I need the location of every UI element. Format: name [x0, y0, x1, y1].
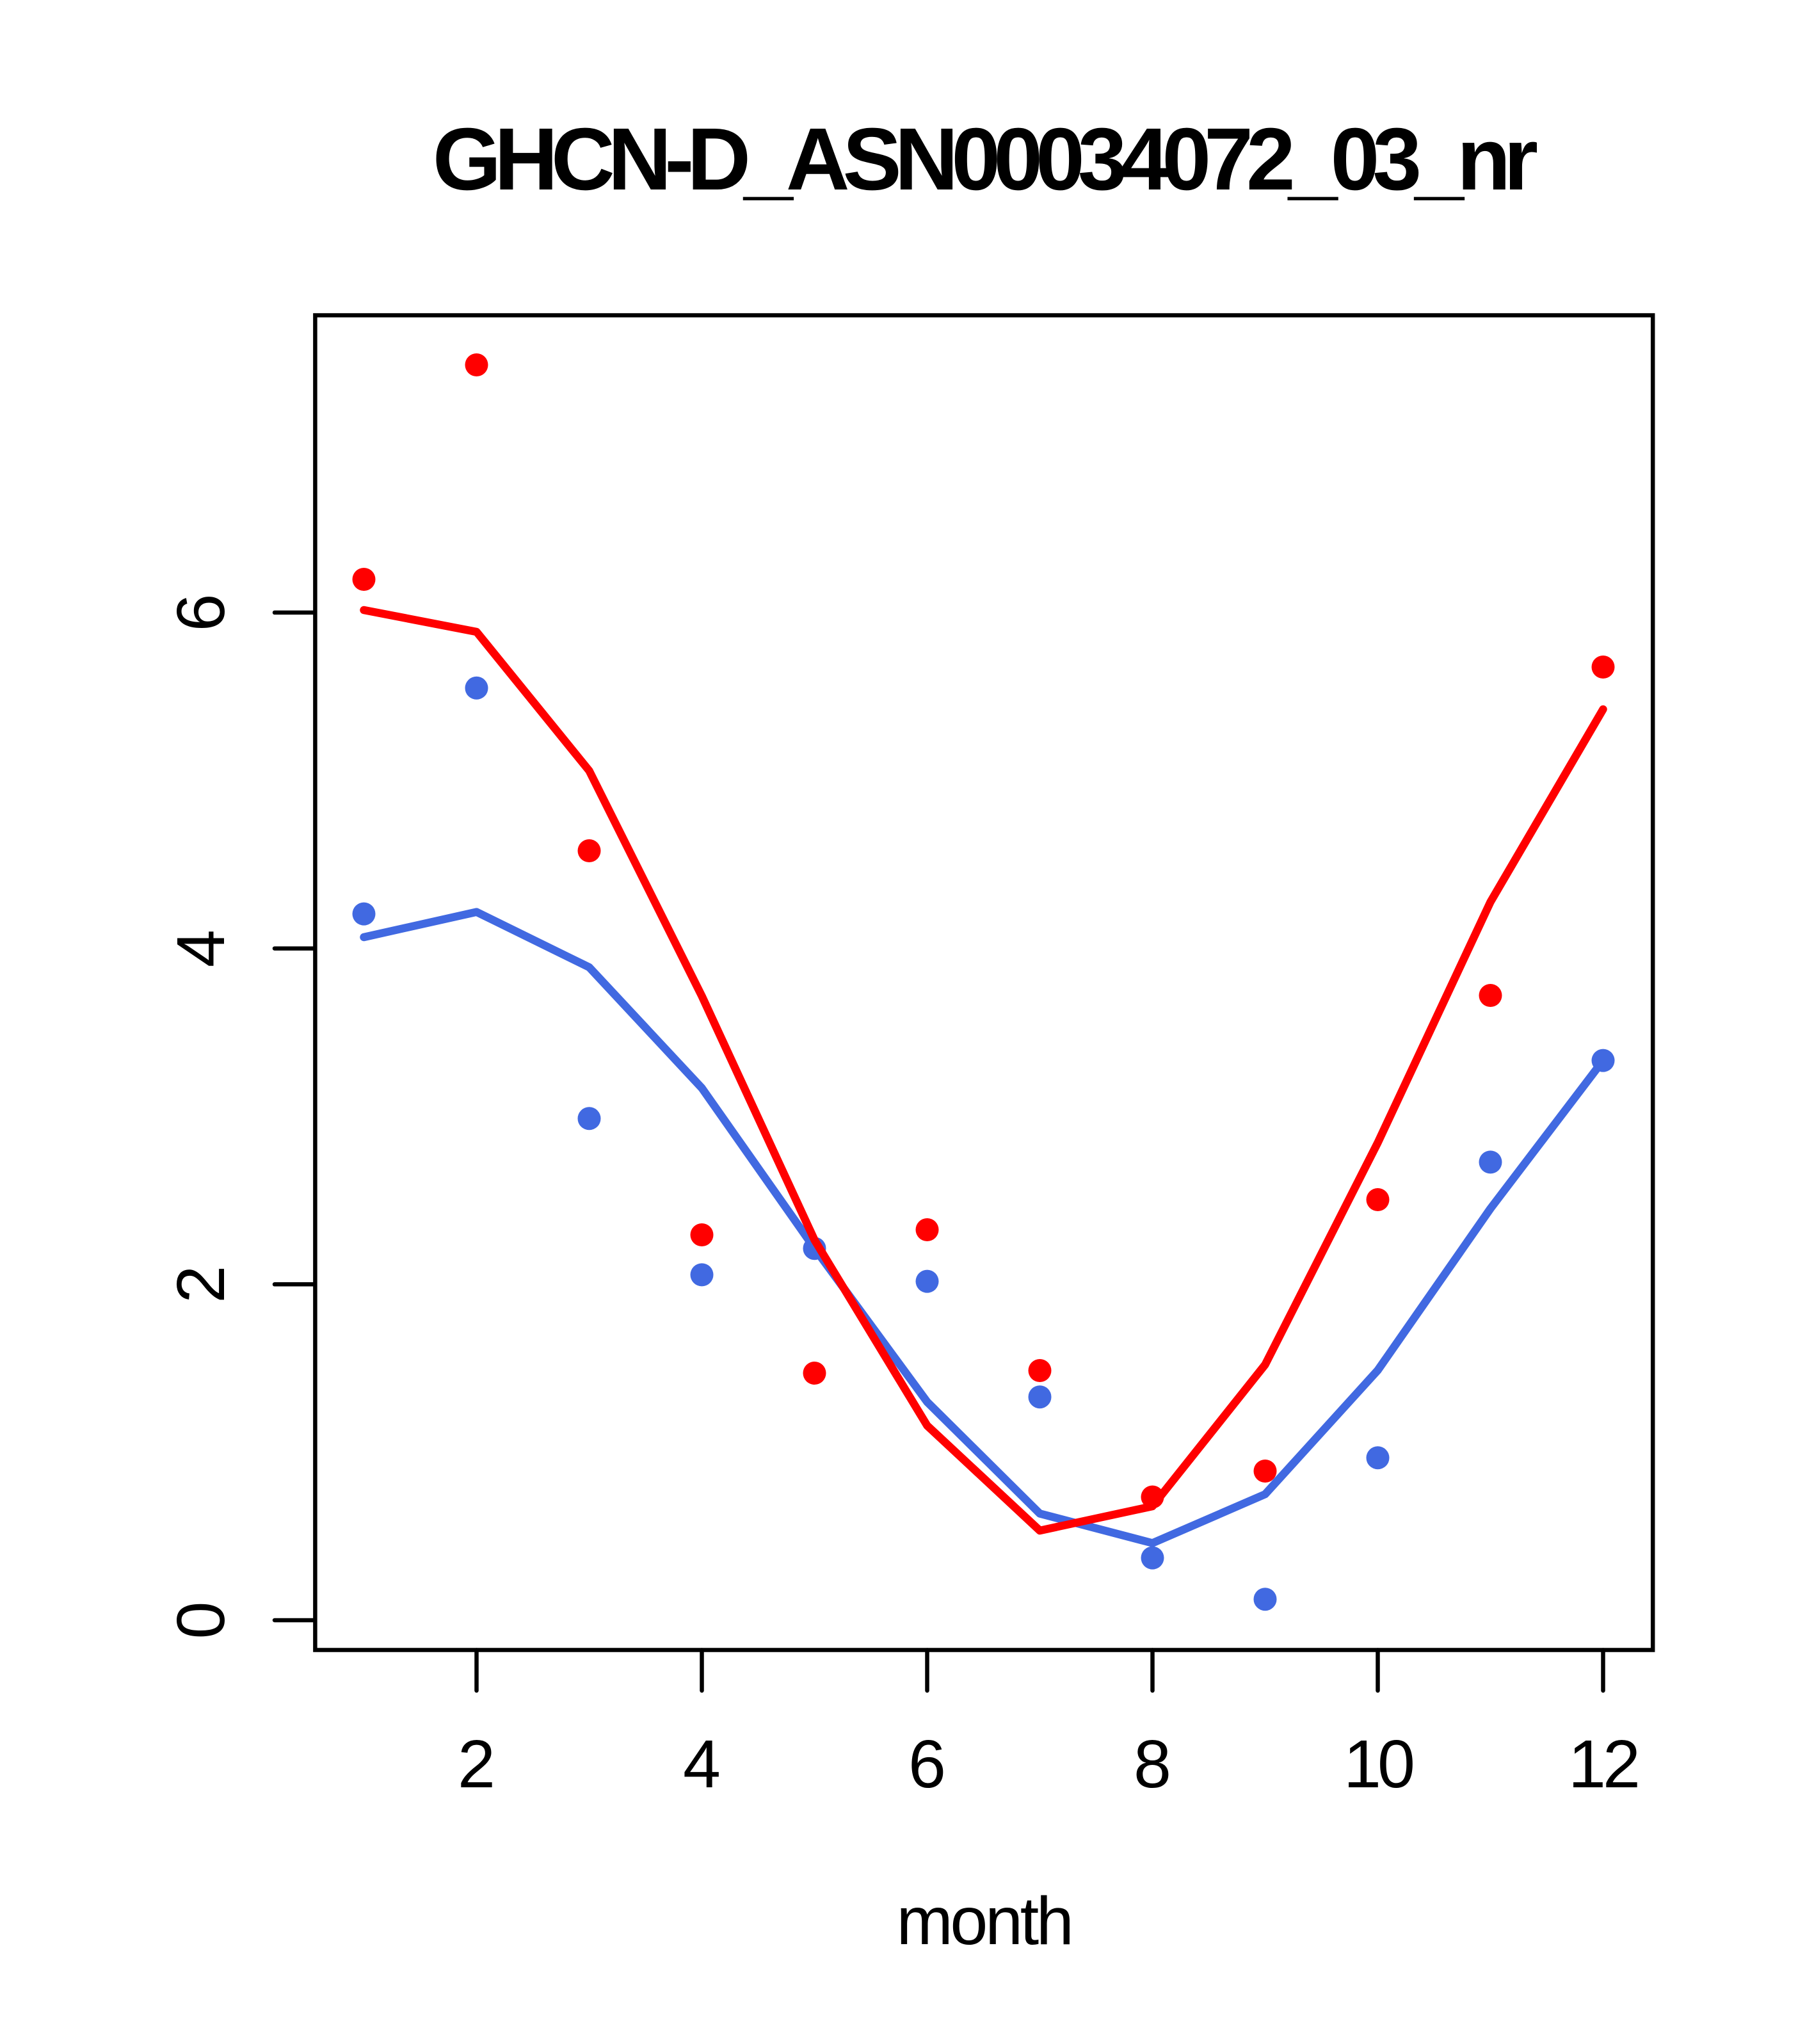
- svg-text:12: 12: [1568, 1726, 1637, 1802]
- svg-text:month: month: [896, 1883, 1071, 1959]
- svg-text:8: 8: [1134, 1726, 1171, 1802]
- svg-text:4: 4: [683, 1726, 721, 1802]
- svg-text:6: 6: [163, 593, 239, 631]
- svg-text:GHCN-D_ASN00034072_03_nr: GHCN-D_ASN00034072_03_nr: [433, 110, 1537, 209]
- svg-text:2: 2: [458, 1726, 495, 1802]
- svg-text:10: 10: [1344, 1726, 1413, 1802]
- svg-text:2: 2: [163, 1266, 239, 1303]
- svg-text:0: 0: [163, 1602, 239, 1639]
- svg-text:6: 6: [908, 1726, 946, 1802]
- svg-text:4: 4: [163, 929, 239, 967]
